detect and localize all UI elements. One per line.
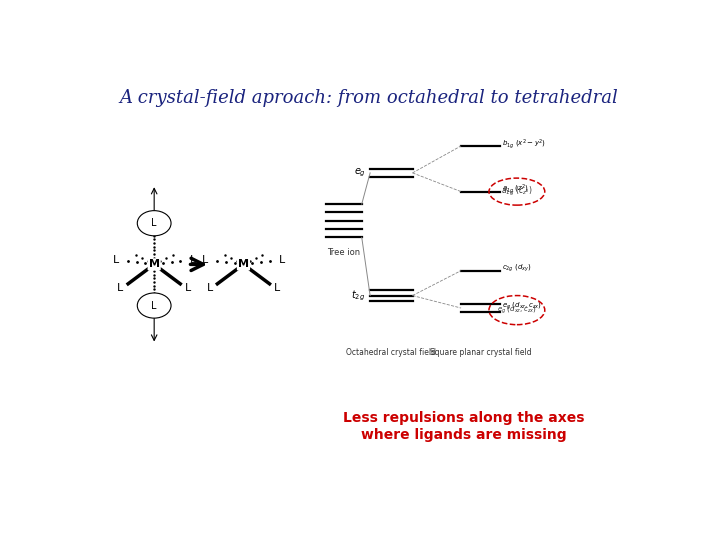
Text: $e_g$: $e_g$ [354,167,366,179]
Text: $e_g$ $(d_{xz},c_{zx})$: $e_g$ $(d_{xz},c_{zx})$ [497,305,537,316]
Text: $c_{2g}$ $(d_{xy})$: $c_{2g}$ $(d_{xy})$ [503,263,532,274]
Text: A crystal-field aproach: from octahedral to tetrahedral: A crystal-field aproach: from octahedral… [120,89,618,107]
Text: $a_{1g}$ $(z^2)$: $a_{1g}$ $(z^2)$ [503,183,529,197]
Text: L: L [202,255,208,265]
Text: Octahedral crystal field: Octahedral crystal field [346,348,436,356]
Text: L: L [151,301,157,310]
Text: M: M [148,259,160,269]
Text: Square planar crystal field: Square planar crystal field [430,348,531,356]
Text: Less repulsions along the axes
where ligands are missing: Less repulsions along the axes where lig… [343,411,585,442]
Text: L: L [117,284,124,293]
Text: $e_g$ $(d_{xz},c_{zx})$: $e_g$ $(d_{xz},c_{zx})$ [503,300,542,312]
Text: L: L [274,284,280,293]
Text: L: L [151,218,157,228]
Text: L: L [207,284,213,293]
Text: $a_{1g}$ $(c_{z^2})$: $a_{1g}$ $(c_{z^2})$ [501,185,533,198]
Text: $t_{2g}$: $t_{2g}$ [351,288,366,303]
Text: $b_{1g}$ $(x^2-y^2)$: $b_{1g}$ $(x^2-y^2)$ [503,137,546,151]
Text: Tree ion: Tree ion [328,248,361,256]
Text: L: L [185,284,191,293]
Circle shape [138,211,171,236]
Text: L: L [279,255,285,265]
Circle shape [138,293,171,318]
Text: L: L [189,255,196,265]
Text: L: L [113,255,119,265]
Text: M: M [238,259,249,269]
